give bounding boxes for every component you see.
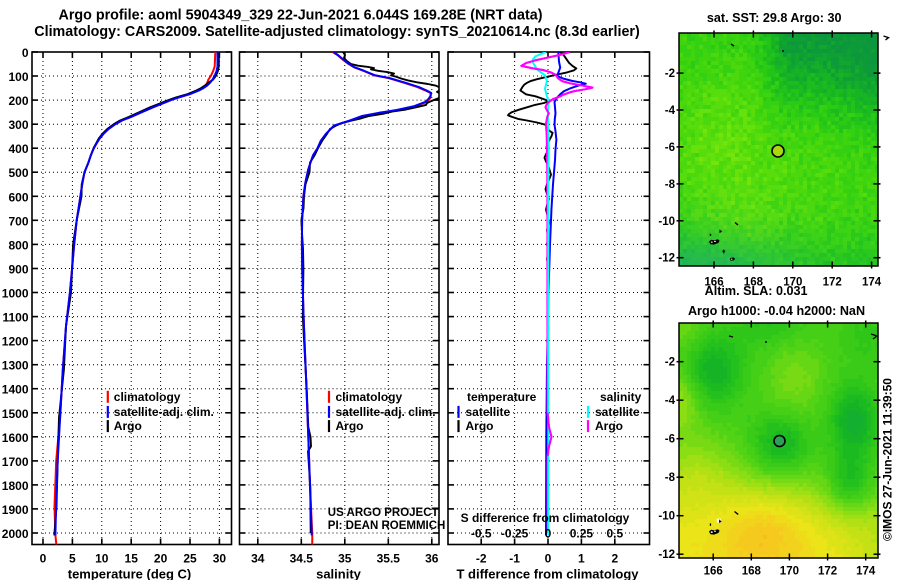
svg-text:satellite-adj. clim.: satellite-adj. clim. [114, 405, 214, 419]
svg-text:0: 0 [40, 552, 47, 566]
svg-text:salinity: salinity [316, 567, 362, 581]
svg-text:36: 36 [425, 552, 439, 566]
svg-text:-0.25: -0.25 [501, 526, 529, 540]
svg-text:0: 0 [545, 552, 552, 566]
svg-text:170: 170 [783, 277, 802, 289]
svg-text:-12: -12 [658, 549, 675, 561]
svg-text:-10: -10 [658, 511, 675, 523]
svg-text:900: 900 [8, 263, 28, 277]
svg-text:Argo: Argo [595, 419, 623, 433]
svg-text:20: 20 [154, 552, 168, 566]
svg-text:-4: -4 [665, 395, 676, 407]
svg-text:1200: 1200 [2, 335, 29, 349]
svg-text:172: 172 [823, 277, 842, 289]
svg-text:Argo profile: aoml 5904349_329: Argo profile: aoml 5904349_329 22-Jun-20… [59, 8, 543, 24]
svg-text:1900: 1900 [2, 503, 29, 517]
svg-text:©IMOS 27-Jun-2021 11:39:50: ©IMOS 27-Jun-2021 11:39:50 [881, 378, 895, 541]
svg-text:1: 1 [578, 552, 585, 566]
svg-text:-2: -2 [665, 357, 675, 369]
svg-text:T difference from climatology: T difference from climatology [456, 567, 639, 581]
svg-text:-12: -12 [658, 253, 675, 265]
svg-text:400: 400 [8, 142, 28, 156]
svg-text:15: 15 [125, 552, 139, 566]
svg-text:172: 172 [818, 566, 837, 578]
svg-text:sat. SST: 29.8 Argo: 30: sat. SST: 29.8 Argo: 30 [707, 11, 842, 25]
svg-text:34.5: 34.5 [290, 552, 314, 566]
svg-text:Climatology: CARS2009. Satelli: Climatology: CARS2009. Satellite-adjuste… [34, 24, 640, 40]
svg-text:0: 0 [545, 526, 552, 540]
svg-text:1800: 1800 [2, 479, 29, 493]
svg-text:500: 500 [8, 166, 28, 180]
svg-text:1000: 1000 [2, 287, 29, 301]
svg-text:0.25: 0.25 [570, 526, 594, 540]
svg-text:200: 200 [8, 94, 28, 108]
svg-text:Altim. SLA: 0.031: Altim. SLA: 0.031 [705, 284, 808, 298]
svg-text:168: 168 [744, 277, 764, 289]
svg-text:Argo: Argo [336, 419, 364, 433]
svg-text:climatology: climatology [114, 390, 181, 404]
svg-text:300: 300 [8, 118, 28, 132]
svg-text:-8: -8 [665, 472, 676, 484]
svg-text:-2: -2 [665, 68, 675, 80]
svg-text:100: 100 [8, 70, 28, 84]
svg-text:-10: -10 [658, 216, 675, 228]
svg-text:0.5: 0.5 [606, 526, 623, 540]
svg-text:salinity: salinity [600, 390, 642, 404]
svg-text:600: 600 [8, 190, 28, 204]
svg-text:US ARGO PROJECT: US ARGO PROJECT [328, 507, 439, 519]
svg-text:-6: -6 [665, 142, 675, 154]
svg-text:5: 5 [69, 552, 76, 566]
svg-text:Argo h1000: -0.04 h2000: NaN: Argo h1000: -0.04 h2000: NaN [688, 304, 865, 318]
svg-text:174: 174 [856, 566, 876, 578]
svg-text:-4: -4 [665, 105, 676, 117]
svg-text:satellite: satellite [595, 405, 640, 419]
svg-text:-1: -1 [509, 552, 520, 566]
svg-text:10: 10 [95, 552, 109, 566]
svg-text:170: 170 [780, 566, 799, 578]
svg-text:166: 166 [704, 566, 723, 578]
svg-text:25: 25 [183, 552, 197, 566]
svg-text:satellite: satellite [466, 405, 511, 419]
svg-text:168: 168 [742, 566, 762, 578]
svg-text:0: 0 [22, 46, 29, 60]
svg-text:35.5: 35.5 [377, 552, 401, 566]
svg-text:-8: -8 [665, 179, 676, 191]
svg-text:2000: 2000 [2, 527, 29, 541]
svg-text:700: 700 [8, 214, 28, 228]
svg-text:2: 2 [611, 552, 618, 566]
svg-text:Argo: Argo [114, 419, 142, 433]
svg-text:800: 800 [8, 238, 28, 252]
svg-text:1600: 1600 [2, 431, 29, 445]
svg-text:temperature (deg C): temperature (deg C) [68, 567, 192, 581]
svg-text:-0.5: -0.5 [471, 526, 492, 540]
svg-text:1700: 1700 [2, 455, 29, 469]
svg-text:34: 34 [251, 552, 265, 566]
svg-text:1500: 1500 [2, 407, 29, 421]
svg-text:174: 174 [862, 277, 882, 289]
svg-text:-6: -6 [665, 434, 675, 446]
svg-text:1400: 1400 [2, 383, 29, 397]
svg-text:climatology: climatology [336, 390, 403, 404]
svg-text:166: 166 [704, 277, 723, 289]
svg-text:1300: 1300 [2, 359, 29, 373]
svg-text:S difference from climatology: S difference from climatology [461, 511, 630, 525]
svg-text:1100: 1100 [2, 311, 28, 325]
svg-text:PI: DEAN ROEMMICH: PI: DEAN ROEMMICH [328, 520, 446, 532]
svg-text:Argo: Argo [466, 419, 494, 433]
svg-text:satellite-adj. clim.: satellite-adj. clim. [336, 405, 436, 419]
svg-text:35: 35 [338, 552, 352, 566]
svg-text:30: 30 [213, 552, 227, 566]
svg-text:-2: -2 [476, 552, 487, 566]
svg-text:temperature: temperature [467, 390, 537, 404]
